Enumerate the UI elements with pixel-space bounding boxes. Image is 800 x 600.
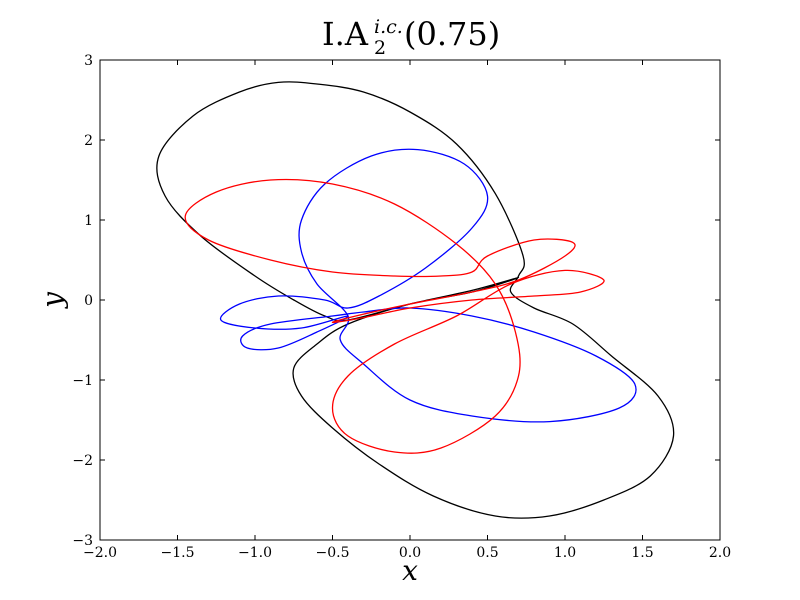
plot-frame-border: [99, 59, 721, 541]
x-tick-label: −1.0: [238, 545, 272, 561]
plot-area: [99, 59, 721, 541]
y-tick-label: −2: [72, 453, 93, 469]
series-curve-3: [184, 178, 605, 454]
y-tick-labels: −3 −2 −1 0 1 2 3: [72, 53, 93, 549]
x-axis-label: x: [402, 554, 418, 587]
y-axis-label: y: [36, 291, 69, 310]
title-subscript: 2: [374, 37, 386, 59]
x-tick-label: −2.0: [83, 545, 117, 561]
x-tick-label: 1.5: [631, 545, 653, 561]
y-tick-label: 0: [84, 293, 93, 309]
y-tick-label: 3: [84, 53, 93, 69]
svg-text:I.A: I.A: [322, 15, 369, 53]
y-tick-label: −3: [72, 533, 93, 549]
x-tick-label: 0.0: [399, 545, 421, 561]
chart-title: I.A i.c. 2 (0.75): [322, 15, 500, 59]
x-tick-label: 2.0: [709, 545, 731, 561]
y-tick-label: −1: [72, 373, 93, 389]
y-tick-label: 2: [84, 133, 93, 149]
x-tick-labels: −2.0 −1.5 −1.0 −0.5 0.0 0.5 1.0 1.5 2.0: [83, 545, 731, 561]
title-superscript: i.c.: [374, 16, 403, 38]
x-tick-label: −1.5: [161, 545, 195, 561]
x-tick-label: 1.0: [554, 545, 576, 561]
y-tick-label: 1: [84, 213, 93, 229]
curves-layer: [156, 81, 675, 519]
title-suffix: (0.75): [404, 15, 500, 53]
x-tick-label: −0.5: [316, 545, 350, 561]
title-main: I.A: [322, 15, 369, 53]
x-tick-label: 0.5: [476, 545, 498, 561]
